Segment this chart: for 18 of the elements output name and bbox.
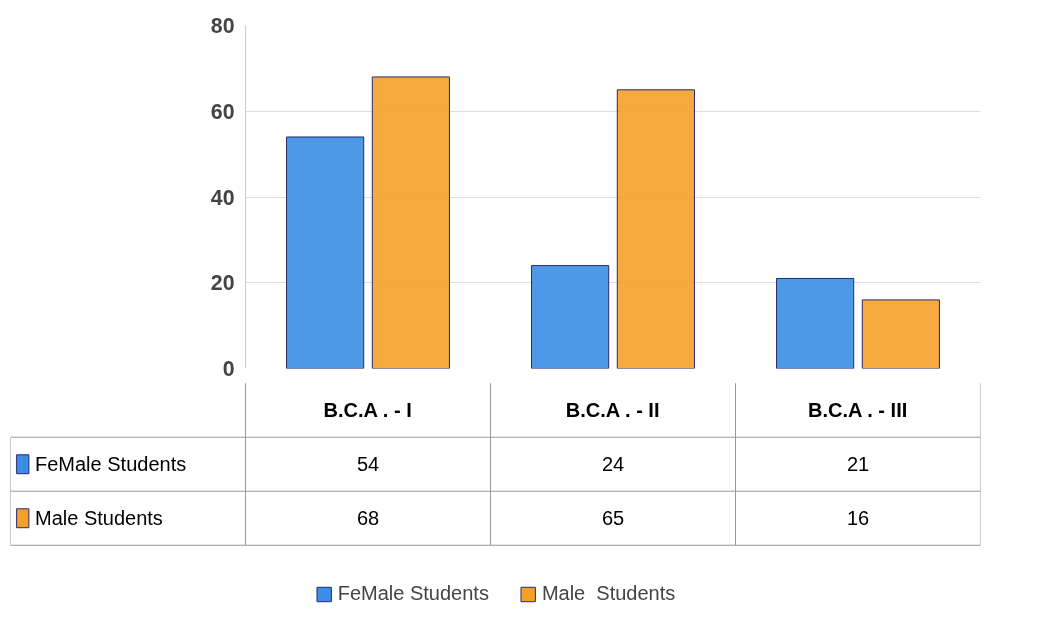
- y-tick-label: 60: [210, 99, 235, 124]
- data-label: 16: [846, 507, 870, 530]
- text: FeMale Students: [337, 582, 489, 604]
- x-tick-label: B.C.A . - II: [565, 399, 660, 422]
- data-label: 54: [356, 453, 380, 476]
- y-tick-label: 80: [210, 14, 235, 38]
- data-label: 68: [356, 507, 380, 530]
- legend-label: FeMale Students: [35, 453, 187, 476]
- data-label: 21: [846, 453, 870, 476]
- legend-label: Male Students: [541, 582, 676, 605]
- text: Male Students: [35, 507, 163, 530]
- data-label: 65: [601, 507, 625, 530]
- x-tick-label: B.C.A . - III: [808, 399, 908, 422]
- y-tick-label: 0: [222, 357, 235, 381]
- data-label: 24: [601, 453, 625, 476]
- y-tick-label: 20: [210, 271, 235, 296]
- x-tick-label: B.C.A . - I: [323, 399, 412, 422]
- y-tick-label: 40: [210, 185, 235, 210]
